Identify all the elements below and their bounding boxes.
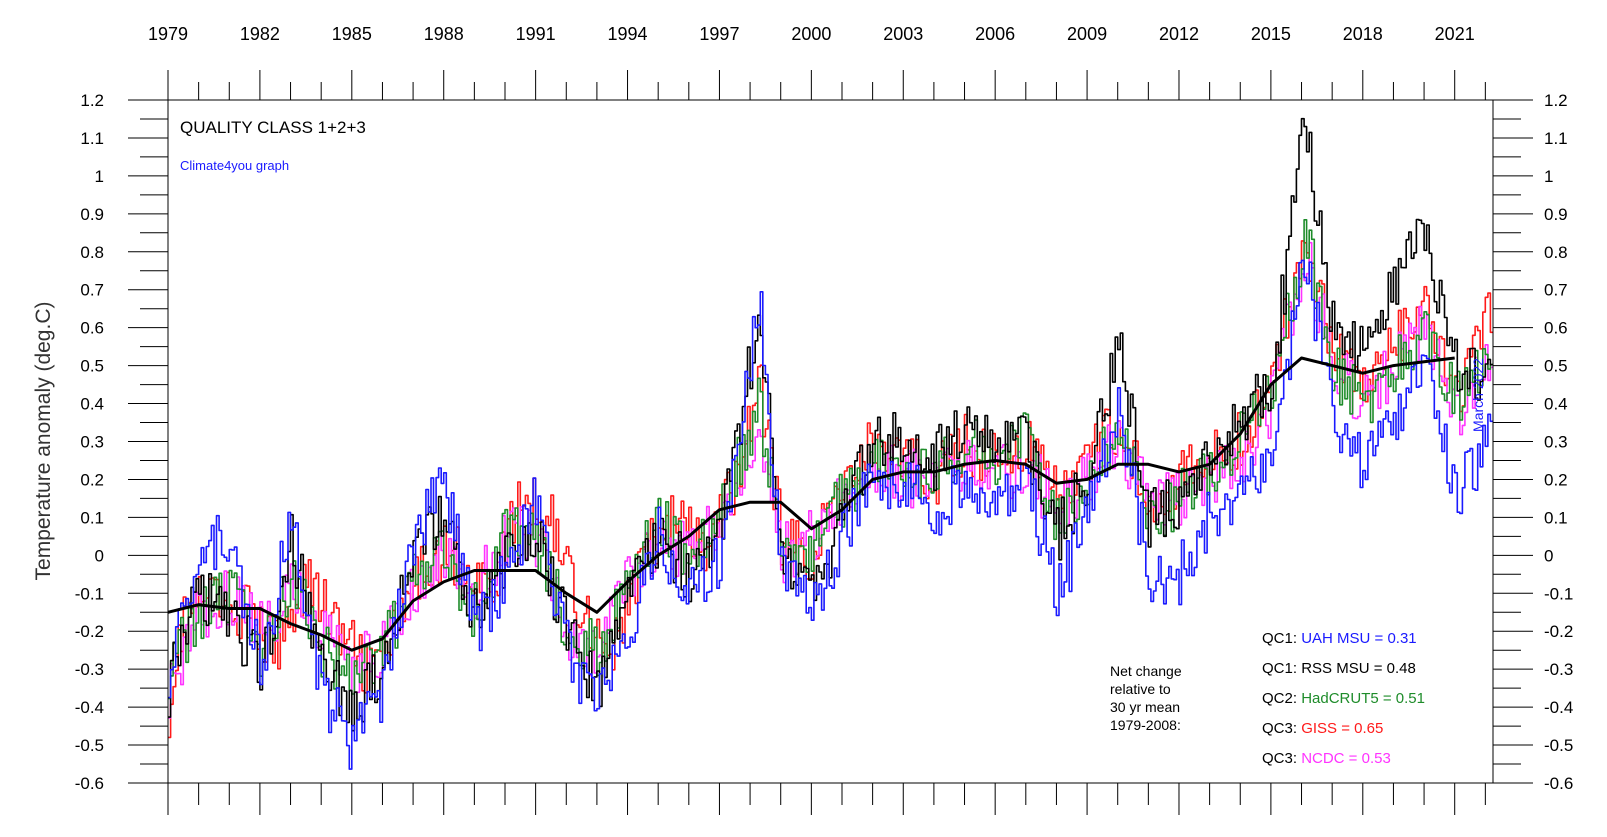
- x-tick-label: 2009: [1067, 24, 1107, 44]
- y-tick-label-left: 1.2: [80, 91, 104, 110]
- y-tick-label-left: 0.1: [80, 508, 104, 527]
- y-tick-label-left: 0.9: [80, 205, 104, 224]
- right-axis-ticks: [1493, 99, 1533, 784]
- series-hadcrut: [168, 219, 1493, 700]
- y-tick-label-right: -0.4: [1544, 698, 1573, 717]
- y-tick-label-right: 0.3: [1544, 433, 1568, 452]
- y-tick-label-right: 0.2: [1544, 470, 1568, 489]
- legend-item-hadcrut: QC2: HadCRUT5 = 0.51: [1262, 690, 1425, 707]
- legend-prefix: QC3:: [1262, 720, 1301, 737]
- y-tick-label-right: -0.5: [1544, 736, 1573, 755]
- legend-value: HadCRUT5 = 0.51: [1301, 690, 1425, 707]
- plot-frame: [167, 99, 1494, 784]
- right-axis-labels: 1.2 1.1 1 0.9 0.8 0.7 0.6 0.5 0.4 0.3 0.2 0.1 0 -0.1 -…: [1544, 91, 1573, 793]
- series-mean: [168, 356, 1455, 652]
- y-tick-label-left: 0: [95, 546, 104, 565]
- y-axis-label: Temperature anomaly (deg.C): [32, 302, 55, 581]
- y-tick-label-right: 0.8: [1544, 243, 1568, 262]
- legend-prefix: QC2:: [1262, 690, 1301, 707]
- net-change-line-3: 30 yr mean: [1110, 699, 1180, 715]
- x-tick-label: 1994: [608, 24, 648, 44]
- y-tick-label-left: -0.2: [75, 622, 104, 641]
- x-tick-label: 2018: [1343, 24, 1383, 44]
- top-axis-ticks: [167, 70, 1493, 101]
- credit-text: Climate4you graph: [180, 158, 289, 173]
- y-tick-label-right: -0.3: [1544, 660, 1573, 679]
- legend-prefix: QC1:: [1262, 630, 1301, 647]
- date-stamp: March 2022: [1470, 358, 1486, 432]
- y-tick-label-left: 0.8: [80, 243, 104, 262]
- y-tick-label-right: 0.5: [1544, 357, 1568, 376]
- x-tick-label: 2012: [1159, 24, 1199, 44]
- x-tick-label: 1979: [148, 24, 188, 44]
- top-axis-labels: 1979 1982 1985 1988 1991 1994 1997 2000 2003 2006…: [148, 24, 1475, 44]
- x-tick-label: 2021: [1435, 24, 1475, 44]
- series-rss: [168, 117, 1493, 732]
- net-change-line-1: Net change: [1110, 663, 1182, 679]
- bottom-axis-ticks: [167, 783, 1486, 815]
- y-tick-label-left: 0.4: [80, 395, 104, 414]
- y-tick-label-left: 0.3: [80, 433, 104, 452]
- x-tick-label: 1985: [332, 24, 372, 44]
- y-tick-label-right: 0.7: [1544, 281, 1568, 300]
- legend-item-ncdc: QC3: NCDC = 0.53: [1262, 750, 1391, 767]
- y-tick-label-right: 1: [1544, 167, 1553, 186]
- y-tick-label-left: -0.3: [75, 660, 104, 679]
- legend-prefix: QC1:: [1262, 660, 1301, 677]
- net-change-note: Net change relative to 30 yr mean 1979-2…: [1110, 663, 1182, 733]
- y-tick-label-right: 1.1: [1544, 129, 1568, 148]
- y-tick-label-right: 0.1: [1544, 508, 1568, 527]
- y-tick-label-left: -0.6: [75, 774, 104, 793]
- net-change-line-4: 1979-2008:: [1110, 717, 1181, 733]
- x-tick-label: 1988: [424, 24, 464, 44]
- net-change-line-2: relative to: [1110, 681, 1171, 697]
- y-tick-label-left: -0.5: [75, 736, 104, 755]
- y-tick-label-right: 0.9: [1544, 205, 1568, 224]
- x-tick-label: 2015: [1251, 24, 1291, 44]
- x-tick-label: 1997: [699, 24, 739, 44]
- x-tick-label: 1982: [240, 24, 280, 44]
- y-tick-label-left: 0.2: [80, 470, 104, 489]
- y-tick-label-right: 0.6: [1544, 319, 1568, 338]
- legend-value: NCDC = 0.53: [1301, 750, 1391, 767]
- legend-value: UAH MSU = 0.31: [1301, 630, 1416, 647]
- legend-prefix: QC3:: [1262, 750, 1301, 767]
- series-layer: [168, 117, 1493, 770]
- chart-title: QUALITY CLASS 1+2+3: [180, 118, 366, 137]
- y-tick-label-right: -0.2: [1544, 622, 1573, 641]
- y-tick-label-left: -0.1: [75, 584, 104, 603]
- y-tick-label-right: 0.4: [1544, 395, 1568, 414]
- legend-item-uah: QC1: UAH MSU = 0.31: [1262, 630, 1417, 647]
- legend-item-giss: QC3: GISS = 0.65: [1262, 720, 1383, 737]
- legend-value: GISS = 0.65: [1301, 720, 1383, 737]
- legend-value: RSS MSU = 0.48: [1301, 660, 1416, 677]
- legend-item-rss: QC1: RSS MSU = 0.48: [1262, 660, 1416, 677]
- left-axis-labels: 1.2 1.1 1 0.9 0.8 0.7 0.6 0.5 0.4 0.3 0.2 0.1 0 -0.1 -…: [75, 91, 104, 793]
- y-tick-label-left: 0.7: [80, 281, 104, 300]
- x-tick-label: 2006: [975, 24, 1015, 44]
- x-tick-label: 2000: [791, 24, 831, 44]
- y-tick-label-left: 1: [95, 167, 104, 186]
- series-uah: [168, 259, 1493, 770]
- left-axis-ticks: [128, 99, 168, 784]
- y-tick-label-right: 0: [1544, 546, 1553, 565]
- x-tick-label: 2003: [883, 24, 923, 44]
- y-tick-label-left: 0.6: [80, 319, 104, 338]
- y-tick-label-right: -0.6: [1544, 774, 1573, 793]
- y-tick-label-right: 1.2: [1544, 91, 1568, 110]
- y-tick-label-left: 1.1: [80, 129, 104, 148]
- y-tick-label-left: 0.5: [80, 357, 104, 376]
- y-tick-label-right: -0.1: [1544, 584, 1573, 603]
- x-tick-label: 1991: [516, 24, 556, 44]
- y-tick-label-left: -0.4: [75, 698, 104, 717]
